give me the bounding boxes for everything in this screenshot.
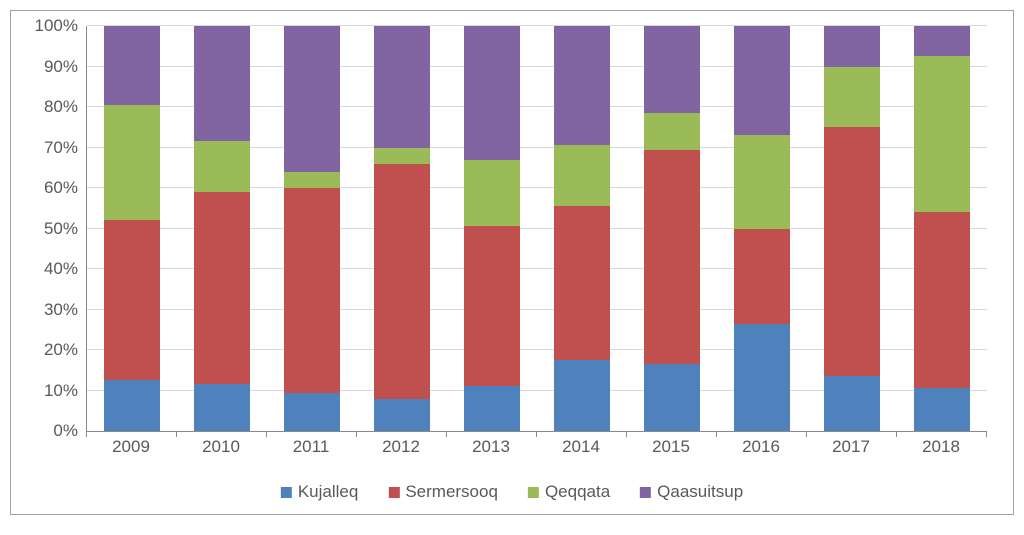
x-tick	[86, 431, 87, 437]
legend-label: Qaasuitsup	[657, 482, 743, 502]
y-axis-label: 90%	[18, 57, 78, 77]
bar-segment	[194, 384, 250, 431]
legend-item: Qeqqata	[528, 482, 610, 502]
x-tick	[446, 431, 447, 437]
legend-swatch	[281, 487, 292, 498]
bar-segment	[554, 206, 610, 360]
legend-label: Qeqqata	[545, 482, 610, 502]
y-axis-label: 30%	[18, 300, 78, 320]
bar-segment	[194, 26, 250, 141]
y-axis-label: 60%	[18, 178, 78, 198]
bar-group	[644, 26, 700, 431]
bar-segment	[104, 26, 160, 105]
bar-segment	[284, 393, 340, 431]
bar-segment	[824, 376, 880, 431]
bar-segment	[374, 26, 430, 148]
x-axis-label: 2017	[832, 437, 870, 457]
legend: Kujalleq Sermersooq Qeqqata Qaasuitsup	[281, 482, 743, 502]
bar-segment	[734, 26, 790, 135]
bar-segment	[194, 192, 250, 384]
bar-segment	[644, 150, 700, 365]
bar-segment	[824, 26, 880, 67]
bar-segment	[464, 386, 520, 431]
bar-segment	[824, 127, 880, 376]
bar-segment	[104, 380, 160, 431]
legend-item: Kujalleq	[281, 482, 359, 502]
bar-segment	[554, 360, 610, 431]
bar-segment	[554, 145, 610, 206]
x-tick	[986, 431, 987, 437]
bar-segment	[374, 399, 430, 431]
bar-segment	[914, 56, 970, 212]
bar-segment	[374, 164, 430, 399]
plot-area	[86, 26, 987, 432]
x-axis-label: 2016	[742, 437, 780, 457]
bar-group	[734, 26, 790, 431]
bar-segment	[284, 188, 340, 393]
x-tick	[266, 431, 267, 437]
bar-group	[554, 26, 610, 431]
bar-segment	[914, 388, 970, 431]
bar-group	[824, 26, 880, 431]
y-axis-label: 50%	[18, 219, 78, 239]
bar-segment	[104, 105, 160, 220]
x-axis-label: 2011	[293, 437, 330, 457]
bar-segment	[194, 141, 250, 192]
x-axis-label: 2014	[562, 437, 600, 457]
x-tick	[356, 431, 357, 437]
bar-segment	[644, 364, 700, 431]
x-axis-label: 2012	[382, 437, 420, 457]
bar-segment	[464, 160, 520, 227]
x-tick	[626, 431, 627, 437]
bar-group	[194, 26, 250, 431]
bars-layer	[87, 26, 987, 431]
legend-label: Sermersooq	[405, 482, 498, 502]
bar-segment	[824, 67, 880, 128]
x-tick	[536, 431, 537, 437]
bar-segment	[104, 220, 160, 380]
legend-label: Kujalleq	[298, 482, 359, 502]
x-axis-label: 2009	[112, 437, 150, 457]
legend-swatch	[640, 487, 651, 498]
bar-segment	[734, 229, 790, 324]
y-axis-label: 0%	[18, 421, 78, 441]
bar-group	[914, 26, 970, 431]
x-axis-label: 2015	[652, 437, 690, 457]
bar-segment	[284, 26, 340, 172]
bar-segment	[734, 135, 790, 228]
bar-segment	[554, 26, 610, 145]
bar-segment	[464, 26, 520, 160]
bar-segment	[464, 226, 520, 386]
bar-segment	[914, 26, 970, 56]
bar-group	[104, 26, 160, 431]
bar-group	[464, 26, 520, 431]
x-tick	[716, 431, 717, 437]
bar-segment	[374, 148, 430, 164]
x-axis-label: 2013	[472, 437, 510, 457]
x-axis-label: 2010	[202, 437, 240, 457]
y-axis-label: 100%	[18, 16, 78, 36]
bar-segment	[644, 113, 700, 149]
x-axis-label: 2018	[922, 437, 960, 457]
legend-swatch	[528, 487, 539, 498]
bar-group	[284, 26, 340, 431]
y-axis-label: 10%	[18, 381, 78, 401]
x-tick	[806, 431, 807, 437]
bar-segment	[734, 324, 790, 431]
legend-swatch	[388, 487, 399, 498]
bar-group	[374, 26, 430, 431]
bar-segment	[284, 172, 340, 188]
y-axis-label: 40%	[18, 259, 78, 279]
legend-item: Qaasuitsup	[640, 482, 743, 502]
x-tick	[896, 431, 897, 437]
bar-segment	[914, 212, 970, 388]
y-axis-label: 80%	[18, 97, 78, 117]
x-tick	[176, 431, 177, 437]
y-axis-label: 70%	[18, 138, 78, 158]
legend-item: Sermersooq	[388, 482, 498, 502]
bar-segment	[644, 26, 700, 113]
chart-frame: 0% 10% 20% 30% 40% 50% 60% 70% 80% 90% 100% 2009 20…	[10, 10, 1014, 515]
y-axis-label: 20%	[18, 340, 78, 360]
